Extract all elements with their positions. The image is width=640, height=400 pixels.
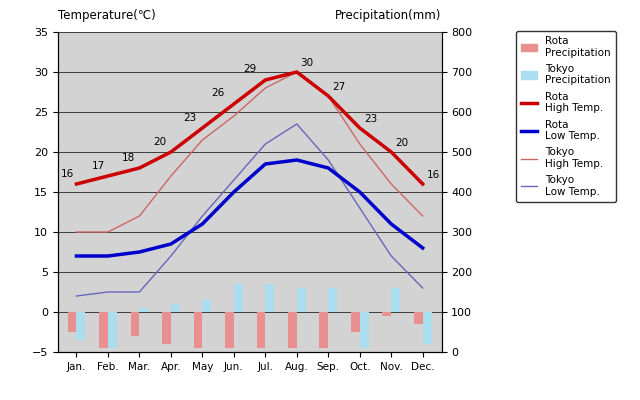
Text: 20: 20 — [154, 137, 166, 147]
Text: 16: 16 — [427, 170, 440, 180]
Bar — [171, 304, 180, 312]
Bar — [108, 312, 116, 348]
Text: 17: 17 — [92, 161, 105, 171]
Text: 16: 16 — [60, 169, 74, 179]
Bar — [319, 312, 328, 348]
Text: 29: 29 — [243, 64, 256, 74]
Text: 23: 23 — [183, 113, 196, 123]
Bar — [328, 288, 337, 312]
Bar — [99, 312, 108, 348]
Bar — [351, 312, 360, 332]
Bar — [383, 312, 391, 316]
Text: 30: 30 — [300, 58, 313, 68]
Bar — [297, 288, 306, 312]
Bar — [131, 312, 140, 336]
Bar — [257, 312, 266, 348]
Text: 18: 18 — [122, 153, 135, 163]
Bar — [422, 312, 431, 344]
Text: 27: 27 — [333, 82, 346, 92]
Text: 20: 20 — [396, 138, 409, 148]
Bar — [266, 284, 274, 312]
Text: 26: 26 — [211, 88, 225, 98]
Bar — [193, 312, 202, 348]
Text: 23: 23 — [364, 114, 378, 124]
Legend: Rota
Precipitation, Tokyo
Precipitation, Rota
High Temp., Rota
Low Temp., Tokyo
: Rota Precipitation, Tokyo Precipitation,… — [516, 31, 616, 202]
Bar — [360, 312, 369, 348]
Bar — [234, 284, 243, 312]
Bar — [162, 312, 171, 344]
Bar — [414, 312, 422, 324]
Bar — [391, 288, 400, 312]
Bar — [68, 312, 77, 332]
Bar — [225, 312, 234, 348]
Bar — [288, 312, 297, 348]
Text: Precipitation(mm): Precipitation(mm) — [335, 9, 442, 22]
Bar — [202, 300, 211, 312]
Bar — [140, 308, 148, 312]
Text: Temperature(℃): Temperature(℃) — [58, 9, 156, 22]
Bar — [77, 312, 85, 340]
